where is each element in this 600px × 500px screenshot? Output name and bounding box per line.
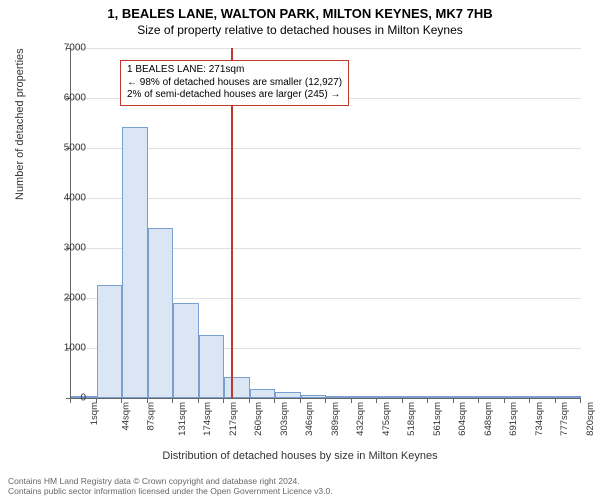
y-tick-label: 4000 bbox=[46, 193, 86, 204]
x-tick-mark bbox=[198, 398, 199, 403]
chart-container: 1, BEALES LANE, WALTON PARK, MILTON KEYN… bbox=[0, 0, 600, 500]
annotation-line3: 2% of semi-detached houses are larger (2… bbox=[127, 89, 342, 102]
x-tick-mark bbox=[555, 398, 556, 403]
y-tick-label: 0 bbox=[46, 393, 86, 404]
x-tick-label: 131sqm bbox=[176, 402, 187, 436]
x-tick-label: 432sqm bbox=[355, 402, 366, 436]
x-tick-mark bbox=[580, 398, 581, 403]
x-tick-mark bbox=[300, 398, 301, 403]
histogram-bar bbox=[250, 389, 276, 399]
histogram-bar bbox=[454, 396, 480, 398]
x-tick-mark bbox=[223, 398, 224, 403]
x-tick-label: 260sqm bbox=[253, 402, 264, 436]
x-tick-label: 303sqm bbox=[278, 402, 289, 436]
annotation-line2: ← 98% of detached houses are smaller (12… bbox=[127, 77, 342, 90]
x-tick-label: 217sqm bbox=[227, 402, 238, 436]
grid-line bbox=[71, 148, 581, 149]
grid-line bbox=[71, 48, 581, 49]
histogram-bar bbox=[199, 335, 225, 399]
y-tick-label: 3000 bbox=[46, 243, 86, 254]
chart-title-address: 1, BEALES LANE, WALTON PARK, MILTON KEYN… bbox=[0, 0, 600, 21]
footer-line2: Contains public sector information licen… bbox=[8, 486, 333, 496]
histogram-bar bbox=[530, 396, 556, 398]
x-tick-mark bbox=[478, 398, 479, 403]
histogram-bar bbox=[275, 392, 301, 398]
x-tick-mark bbox=[504, 398, 505, 403]
x-tick-mark bbox=[453, 398, 454, 403]
x-tick-label: 87sqm bbox=[146, 402, 157, 431]
histogram-bar bbox=[505, 396, 531, 398]
annotation-line1: 1 BEALES LANE: 271sqm bbox=[127, 64, 342, 77]
histogram-bar bbox=[301, 395, 327, 398]
y-tick-label: 6000 bbox=[46, 93, 86, 104]
histogram-bar bbox=[428, 396, 454, 398]
x-tick-label: 691sqm bbox=[508, 402, 519, 436]
histogram-bar bbox=[122, 127, 148, 398]
footer-attribution: Contains HM Land Registry data © Crown c… bbox=[8, 476, 333, 496]
footer-line1: Contains HM Land Registry data © Crown c… bbox=[8, 476, 333, 486]
x-tick-label: 44sqm bbox=[120, 402, 131, 431]
x-tick-mark bbox=[325, 398, 326, 403]
histogram-bar bbox=[377, 396, 403, 398]
histogram-bar bbox=[352, 396, 378, 398]
x-tick-mark bbox=[147, 398, 148, 403]
chart-title-subtitle: Size of property relative to detached ho… bbox=[0, 21, 600, 37]
histogram-bar bbox=[403, 396, 429, 398]
x-axis-title: Distribution of detached houses by size … bbox=[0, 450, 600, 462]
x-tick-mark bbox=[172, 398, 173, 403]
y-axis-label: Number of detached properties bbox=[14, 48, 26, 200]
x-tick-mark bbox=[529, 398, 530, 403]
histogram-bar bbox=[479, 396, 505, 398]
histogram-bar bbox=[97, 285, 123, 399]
x-tick-mark bbox=[70, 398, 71, 403]
x-tick-label: 604sqm bbox=[457, 402, 468, 436]
grid-line bbox=[71, 198, 581, 199]
x-tick-label: 475sqm bbox=[380, 402, 391, 436]
x-tick-label: 820sqm bbox=[584, 402, 595, 436]
x-tick-label: 648sqm bbox=[482, 402, 493, 436]
histogram-bar bbox=[326, 396, 352, 398]
annotation-box: 1 BEALES LANE: 271sqm ← 98% of detached … bbox=[120, 60, 349, 106]
x-tick-label: 777sqm bbox=[559, 402, 570, 436]
x-tick-mark bbox=[402, 398, 403, 403]
histogram-bar bbox=[556, 396, 582, 398]
x-tick-label: 389sqm bbox=[329, 402, 340, 436]
y-tick-label: 7000 bbox=[46, 43, 86, 54]
y-tick-label: 1000 bbox=[46, 343, 86, 354]
x-tick-label: 518sqm bbox=[406, 402, 417, 436]
x-tick-mark bbox=[274, 398, 275, 403]
x-tick-mark bbox=[351, 398, 352, 403]
x-tick-mark bbox=[96, 398, 97, 403]
x-tick-mark bbox=[121, 398, 122, 403]
y-tick-label: 2000 bbox=[46, 293, 86, 304]
x-tick-label: 174sqm bbox=[202, 402, 213, 436]
histogram-bar bbox=[224, 377, 250, 399]
x-tick-label: 1sqm bbox=[89, 402, 100, 425]
x-tick-mark bbox=[427, 398, 428, 403]
histogram-bar bbox=[173, 303, 199, 398]
histogram-bar bbox=[148, 228, 174, 398]
x-tick-label: 734sqm bbox=[533, 402, 544, 436]
x-tick-mark bbox=[249, 398, 250, 403]
x-tick-label: 561sqm bbox=[431, 402, 442, 436]
x-tick-label: 346sqm bbox=[304, 402, 315, 436]
y-tick-label: 5000 bbox=[46, 143, 86, 154]
x-tick-mark bbox=[376, 398, 377, 403]
